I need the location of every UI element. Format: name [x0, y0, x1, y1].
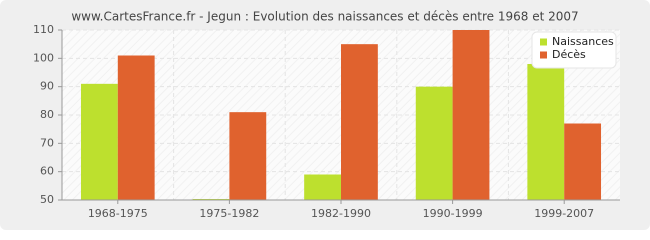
y-tick-label: 90 — [40, 80, 54, 93]
x-tick-label: 1982-1990 — [311, 207, 371, 220]
legend-box — [531, 31, 617, 69]
bar — [80, 83, 118, 200]
bar — [117, 55, 155, 200]
y-tick-label: 50 — [40, 193, 54, 206]
bar — [415, 86, 453, 200]
chart: www.CartesFrance.fr - Jegun : Evolution … — [0, 0, 650, 230]
x-tick-label: 1990-1999 — [423, 207, 483, 220]
x-tick-label: 1999-2007 — [534, 207, 594, 220]
chart-title: www.CartesFrance.fr - Jegun : Evolution … — [71, 10, 578, 24]
legend-swatch — [540, 51, 547, 59]
y-tick-label: 110 — [33, 23, 54, 36]
bar — [527, 64, 565, 200]
legend-swatch — [540, 38, 547, 46]
y-tick-label: 80 — [40, 108, 54, 121]
legend-label: Décès — [552, 48, 586, 61]
bar — [564, 123, 602, 200]
bar — [304, 174, 341, 200]
y-tick-label: 70 — [40, 136, 54, 149]
x-tick-label: 1968-1975 — [88, 207, 148, 220]
bar — [341, 44, 378, 200]
bar — [229, 112, 267, 200]
y-tick-label: 60 — [40, 165, 54, 178]
x-tick-label: 1975-1982 — [199, 207, 259, 220]
bar — [452, 30, 490, 200]
y-tick-label: 100 — [33, 51, 54, 64]
legend-label: Naissances — [552, 35, 614, 48]
